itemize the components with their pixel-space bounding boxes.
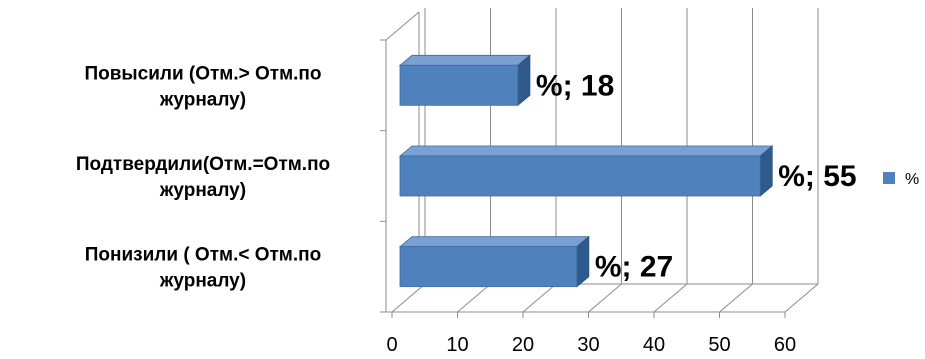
- category-label: Понизили ( Отм.< Отм.по журналу): [85, 245, 321, 292]
- bar-top-face: [398, 145, 774, 157]
- floor-gridline: [784, 283, 819, 313]
- x-tick-label: 30: [577, 334, 599, 356]
- category-label-line: журналу): [159, 89, 246, 110]
- category-label-line: Понизили ( Отм.< Отм.по: [85, 245, 321, 266]
- data-label: %; 27: [595, 251, 673, 284]
- legend-entry: %: [905, 171, 919, 188]
- category-label-line: журналу): [159, 271, 246, 292]
- bar-top-face: [398, 236, 590, 248]
- category-label: Повысили (Отм.> Отм.по журналу): [84, 63, 321, 110]
- bar-front-face: [399, 155, 761, 197]
- data-label: %; 55: [778, 160, 856, 193]
- floor-gridline: [588, 283, 622, 313]
- bar-front-face: [399, 64, 519, 106]
- bar: [398, 145, 774, 197]
- floor-gridline: [522, 283, 557, 313]
- bar-top-face: [398, 54, 532, 66]
- x-tick-label: 50: [708, 334, 730, 356]
- x-tick-label: 60: [774, 334, 796, 356]
- bar: [398, 235, 590, 288]
- data-label: %; 18: [536, 69, 614, 102]
- bars: %; 18 %; 55 %; 27: [398, 54, 857, 288]
- left-wall-top-edge: [385, 11, 420, 41]
- bar-front-face: [399, 246, 578, 288]
- category-label-line: Подтвердили(Отм.=Отм.по: [76, 154, 330, 175]
- x-tick-label: 10: [446, 334, 468, 356]
- floor-gridline: [719, 283, 753, 313]
- category-label-line: Повысили (Отм.> Отм.по: [84, 63, 321, 84]
- floor-gridline: [457, 283, 491, 313]
- category-labels: Повысили (Отм.> Отм.по журналу)Подтвердил…: [76, 63, 330, 291]
- floor-gridline: [391, 283, 426, 313]
- bar: [398, 54, 532, 107]
- x-tick-label: 40: [643, 334, 665, 356]
- category-label: Подтвердили(Отм.=Отм.по журналу): [76, 154, 330, 201]
- legend-swatch: [883, 172, 895, 184]
- x-tick-label: 20: [512, 334, 534, 356]
- category-label-line: журналу): [159, 180, 246, 201]
- floor-gridline: [653, 283, 688, 313]
- x-tick-label: 0: [386, 334, 397, 356]
- legend: %: [883, 171, 919, 188]
- x-tick-labels: 0 10 20 30 40 50 60: [386, 334, 796, 356]
